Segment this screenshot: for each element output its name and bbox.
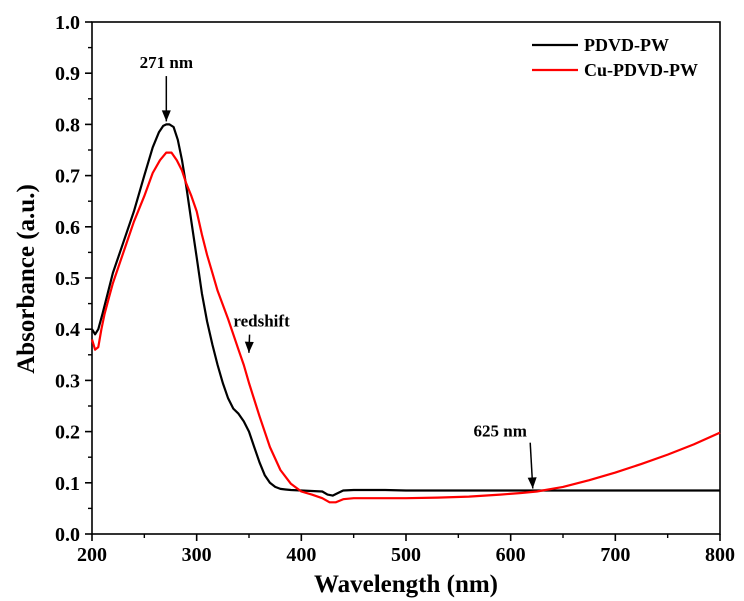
legend-label: Cu-PDVD-PW xyxy=(584,60,698,80)
y-tick-label: 0.1 xyxy=(55,473,80,495)
y-tick-label: 1.0 xyxy=(55,12,80,34)
series-line-pdvd-pw xyxy=(91,123,720,497)
annotation-label: 271 nm xyxy=(140,53,193,72)
plot-border xyxy=(91,21,721,535)
y-tick-label: 0.8 xyxy=(55,114,80,136)
annotation-label: redshift xyxy=(233,312,290,331)
y-tick-label: 0.9 xyxy=(55,63,80,85)
ticks: 200 300 400 500 600 700 800 0.0 0.1 0.2 0.3 0.4 0.5 0… xyxy=(55,12,735,566)
annotation-label: 625 nm xyxy=(474,422,527,441)
x-tick-label: 300 xyxy=(182,544,212,566)
legend: PDVD-PW Cu-PDVD-PW xyxy=(532,35,698,80)
series-line-cu-pdvd-pw xyxy=(90,151,721,504)
y-tick-label: 0.3 xyxy=(55,370,80,392)
x-tick-label: 500 xyxy=(391,544,421,566)
y-tick-label: 0.7 xyxy=(55,166,80,188)
series-lines xyxy=(90,123,721,504)
legend-label: PDVD-PW xyxy=(584,35,669,55)
x-tick-label: 400 xyxy=(286,544,316,566)
x-tick-label: 800 xyxy=(705,544,735,566)
plot-frame xyxy=(91,21,721,535)
annotations: 271 nm redshift 625 nm xyxy=(140,53,537,489)
annotation-arrow-head xyxy=(161,110,171,122)
y-tick-label: 0.6 xyxy=(55,217,80,239)
y-axis-title: Absorbance (a.u.) xyxy=(13,184,40,374)
x-axis-title: Wavelength (nm) xyxy=(314,571,498,598)
x-tick-label: 200 xyxy=(77,544,107,566)
y-tick-label: 0.0 xyxy=(55,524,80,546)
y-tick-label: 0.2 xyxy=(55,422,80,444)
annotation-arrow-head xyxy=(244,341,254,353)
y-tick-label: 0.5 xyxy=(55,268,80,290)
y-tick-label: 0.4 xyxy=(55,319,80,341)
x-tick-label: 600 xyxy=(496,544,526,566)
x-tick-label: 700 xyxy=(600,544,630,566)
annotation-arrow-head xyxy=(527,477,537,489)
